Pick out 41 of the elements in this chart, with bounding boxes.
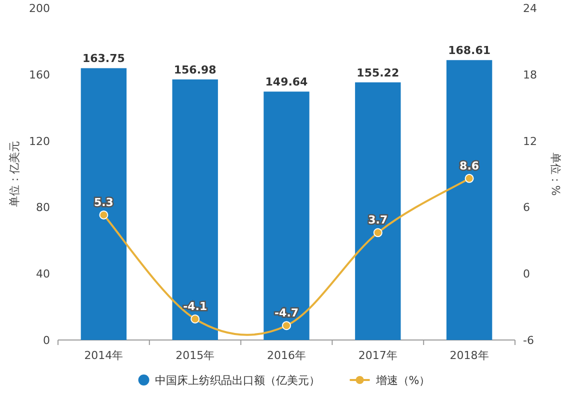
point [373, 228, 382, 238]
y2-tick-label: 6 [523, 201, 530, 214]
bar [355, 82, 401, 340]
data-label: 168.61 [448, 44, 491, 58]
y-tick-label: 120 [29, 134, 50, 148]
y2-axis-title: 单位：% [549, 152, 562, 196]
x-tick-label: 2014年 [84, 349, 124, 362]
y2-tick-label: 12 [523, 134, 537, 148]
x-tick-label: 2016年 [267, 349, 306, 362]
y-tick-label: 160 [29, 68, 50, 82]
data-label: 156.98 [174, 63, 216, 76]
y-tick-label: 80 [36, 201, 50, 214]
x-tick-label: 2018年 [450, 349, 489, 362]
data-label: -4.7 [274, 306, 299, 320]
y2-tick-label: 18 [523, 68, 537, 82]
point [190, 314, 200, 324]
bar [446, 60, 492, 340]
data-label: -4.1 [183, 300, 208, 313]
point [282, 321, 291, 330]
legend-label: 中国床上纺织品出口额（亿美元） [154, 374, 320, 387]
data-label: 163.75 [82, 52, 125, 66]
y-tick-label: 0 [43, 334, 50, 347]
y-tick-label: 40 [36, 268, 50, 281]
data-label: 8.6 [460, 159, 480, 172]
bar [264, 92, 310, 340]
y-axis-title: 单位：亿美元 [8, 141, 21, 207]
x-tick-label: 2017年 [358, 349, 398, 362]
y2-tick-label: -6 [523, 334, 534, 347]
legend-label: 增速（%） [374, 374, 430, 387]
point [464, 174, 474, 183]
y2-tick-label: 24 [523, 2, 537, 15]
y-tick-label: 200 [29, 2, 50, 15]
data-label: 3.7 [368, 214, 388, 227]
data-label: 149.64 [265, 76, 308, 89]
y2-tick-label: 0 [523, 268, 530, 281]
data-label: 5.3 [94, 196, 114, 209]
x-tick-label: 2015年 [176, 349, 215, 362]
data-label: 155.22 [356, 66, 400, 80]
bar [172, 79, 218, 340]
bar [80, 68, 127, 340]
point [99, 210, 108, 220]
